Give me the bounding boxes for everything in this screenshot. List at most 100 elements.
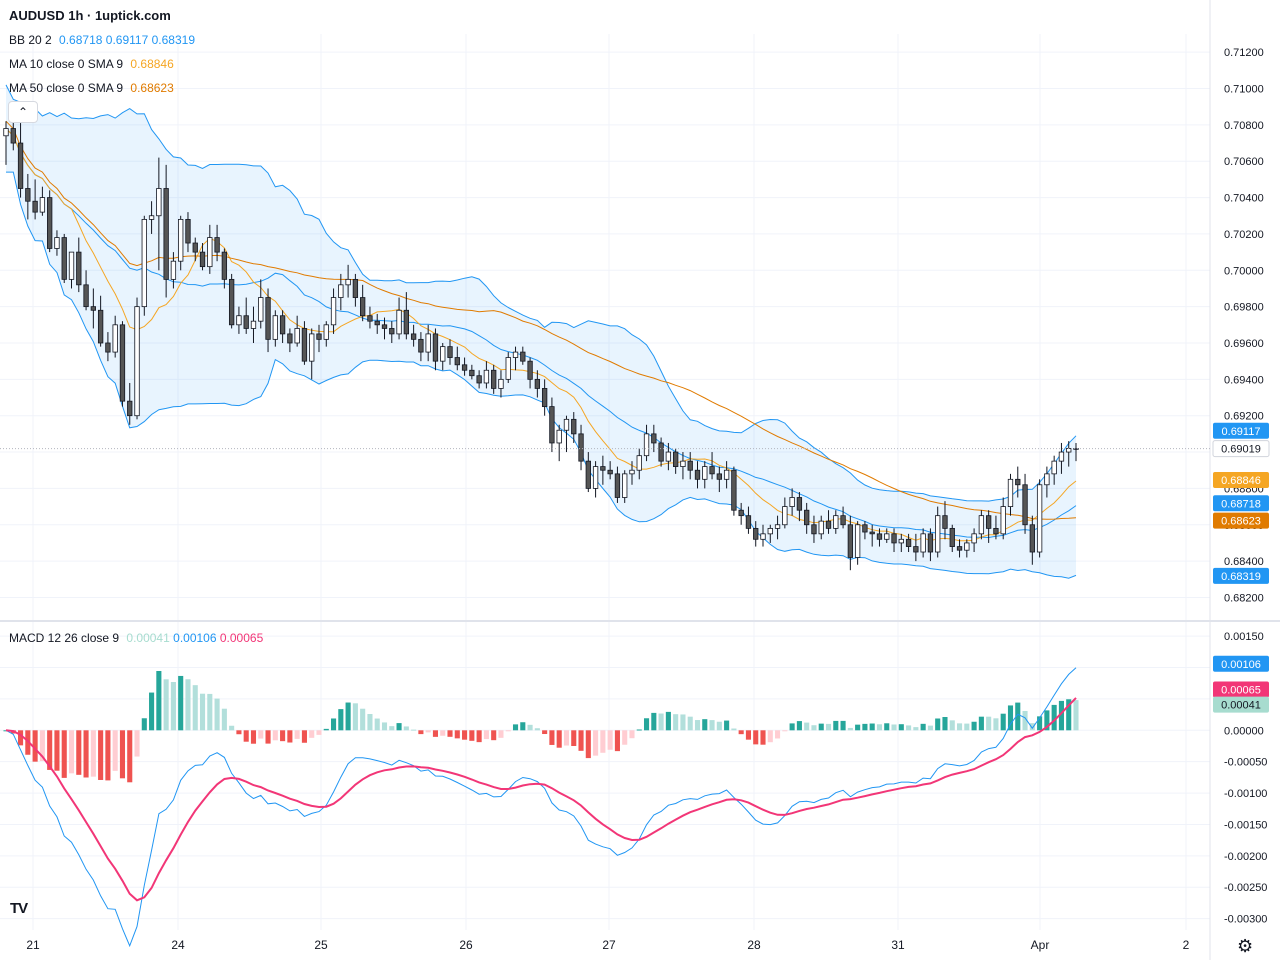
candle-body — [185, 218, 191, 244]
macd-hist-bar — [920, 723, 926, 731]
macd-hist-bar — [571, 730, 577, 746]
candle — [527, 357, 533, 389]
candle-body — [90, 306, 97, 311]
candle-body — [571, 418, 577, 435]
macd-hist-bar — [738, 730, 744, 735]
macd-hist-bar — [61, 730, 67, 778]
candle-body — [622, 473, 628, 498]
candle-body — [483, 369, 490, 384]
macd-hist-bar — [440, 730, 446, 736]
macd-hist-bar — [432, 730, 439, 737]
candle — [622, 470, 628, 503]
macd-hist-bar — [796, 721, 802, 731]
candle-body — [876, 533, 883, 540]
bb-mid-line — [5, 128, 1077, 539]
candle-body — [556, 429, 562, 444]
price-tick-label: 0.70000 — [1224, 265, 1264, 277]
candle-body — [774, 524, 781, 529]
price-axis-label-bg — [1213, 567, 1269, 584]
candle-body — [10, 128, 16, 144]
candle-body — [709, 466, 715, 475]
candle — [782, 497, 788, 529]
candle — [898, 533, 904, 553]
macd-hist-bar — [906, 725, 912, 731]
candle — [665, 442, 672, 471]
macd-tick-label: -0.00300 — [1224, 914, 1267, 926]
candle — [694, 461, 701, 489]
macd-hist-bar — [512, 724, 519, 731]
price-axis-label-bg — [1213, 422, 1269, 439]
candle — [119, 321, 126, 407]
candle-body — [702, 466, 708, 480]
macd-hist-bar — [1037, 716, 1043, 731]
candle-body — [25, 188, 31, 202]
time-tick-label: 26 — [459, 938, 473, 952]
candle-body — [316, 333, 322, 340]
candle — [789, 488, 795, 516]
candle — [687, 452, 693, 480]
candle — [425, 324, 431, 362]
macd-hist-bar — [622, 730, 628, 745]
candle-body — [461, 364, 468, 371]
tradingview-logo[interactable]: TV — [10, 900, 28, 917]
candle-body — [127, 400, 133, 417]
candle-body — [403, 309, 409, 335]
candle-body — [352, 278, 359, 298]
candle-body — [985, 515, 992, 529]
candle-body — [782, 506, 788, 526]
candle-body — [1058, 451, 1065, 462]
macd-hist-bar — [709, 720, 715, 731]
ma10-value: 0.68846 — [130, 57, 174, 71]
macd-hist-value: 0.00041 — [126, 631, 170, 645]
macd-hist-bar — [352, 703, 358, 731]
macd-axis-label: 0.00065 — [1221, 685, 1261, 697]
macd-hist-bar — [170, 682, 176, 731]
candle — [32, 179, 38, 220]
macd-hist-bar — [898, 724, 904, 731]
candle — [709, 452, 715, 480]
candle-body — [1073, 448, 1079, 450]
time-tick-label: 2 — [1183, 938, 1190, 952]
candle — [294, 315, 300, 347]
candle — [192, 237, 198, 262]
candle — [316, 324, 322, 353]
candle — [309, 328, 315, 380]
macd-hist-bar — [913, 727, 919, 731]
macd-hist-bar — [250, 730, 257, 744]
candle — [796, 492, 803, 522]
candle-body — [1029, 524, 1035, 553]
candle — [716, 466, 722, 493]
collapse-legend-button[interactable]: ⌃ — [8, 101, 38, 123]
gear-icon[interactable]: ⚙ — [1237, 936, 1254, 956]
candle — [927, 528, 934, 562]
candle-body — [68, 251, 75, 280]
price-axis-label: 0.69019 — [1221, 444, 1261, 456]
price-tick-label: 0.70600 — [1224, 156, 1264, 168]
candle — [614, 466, 621, 503]
candle — [330, 288, 337, 334]
candle-body — [192, 242, 198, 253]
candle-body — [381, 324, 388, 329]
candle-body — [862, 524, 868, 533]
candle-body — [840, 515, 846, 526]
legend-ma10: MA 10 close 0 SMA 9 0.68846 — [9, 57, 174, 71]
candle — [156, 157, 162, 271]
macd-hist-bar — [593, 730, 599, 756]
candle-body — [891, 533, 897, 544]
candle-body — [309, 333, 315, 362]
candle-body — [491, 369, 497, 389]
candle-body — [723, 469, 730, 480]
price-tick-label: 0.71000 — [1224, 84, 1264, 96]
candle-body — [854, 524, 861, 558]
macd-hist-bar — [840, 720, 846, 731]
candle-body — [636, 455, 642, 471]
candle — [258, 279, 264, 329]
candle-body — [905, 538, 912, 547]
candle — [381, 317, 388, 340]
candle-body — [119, 324, 126, 402]
price-tick-label: 0.68400 — [1224, 556, 1264, 568]
candle — [1073, 442, 1079, 462]
macd-hist-bar — [767, 730, 773, 743]
macd-hist-bar — [1022, 710, 1028, 731]
